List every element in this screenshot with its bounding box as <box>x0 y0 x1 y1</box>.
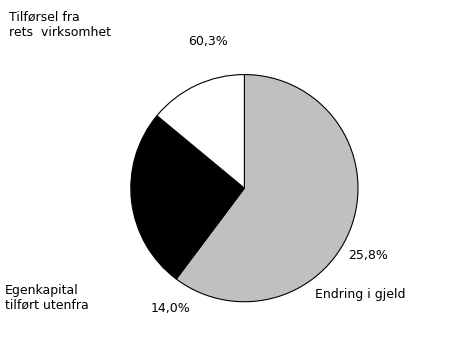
Text: 14,0%: 14,0% <box>150 302 190 315</box>
Wedge shape <box>131 116 244 279</box>
Text: Endring i gjeld: Endring i gjeld <box>315 288 406 301</box>
Wedge shape <box>157 75 244 188</box>
Text: 60,3%: 60,3% <box>188 36 228 49</box>
Wedge shape <box>176 75 358 302</box>
Text: 25,8%: 25,8% <box>348 248 388 262</box>
Text: Tilførsel fra
rets  virksomhet: Tilførsel fra rets virksomhet <box>9 11 111 39</box>
Text: Egenkapital
tilført utenfra: Egenkapital tilført utenfra <box>5 284 88 312</box>
